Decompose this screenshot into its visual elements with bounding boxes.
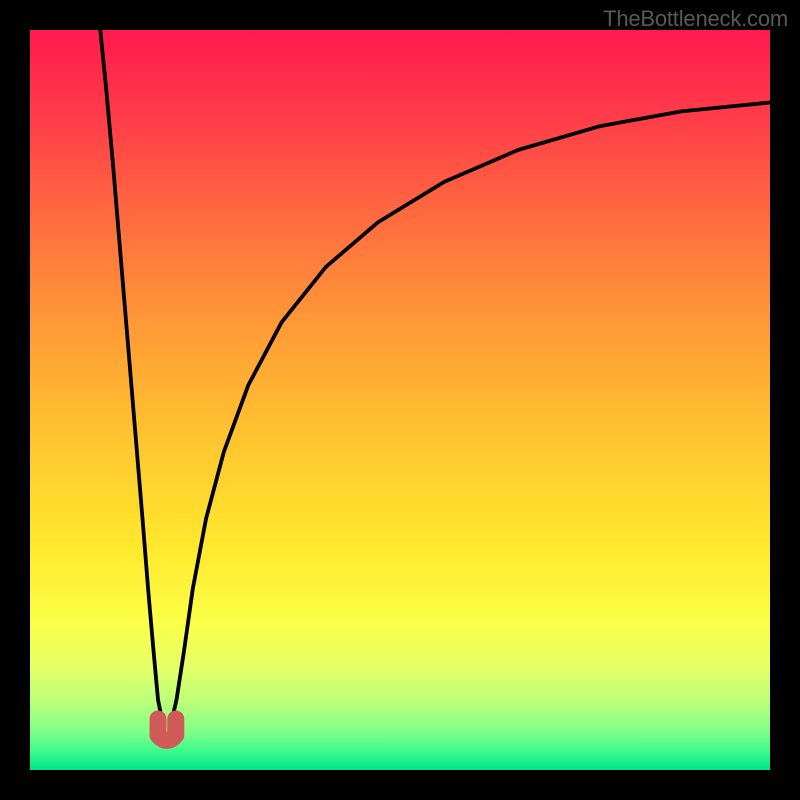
watermark-text: TheBottleneck.com xyxy=(603,6,788,32)
figure-container: TheBottleneck.com xyxy=(0,0,800,800)
bottleneck-chart xyxy=(0,0,800,800)
plot-background xyxy=(30,30,770,770)
